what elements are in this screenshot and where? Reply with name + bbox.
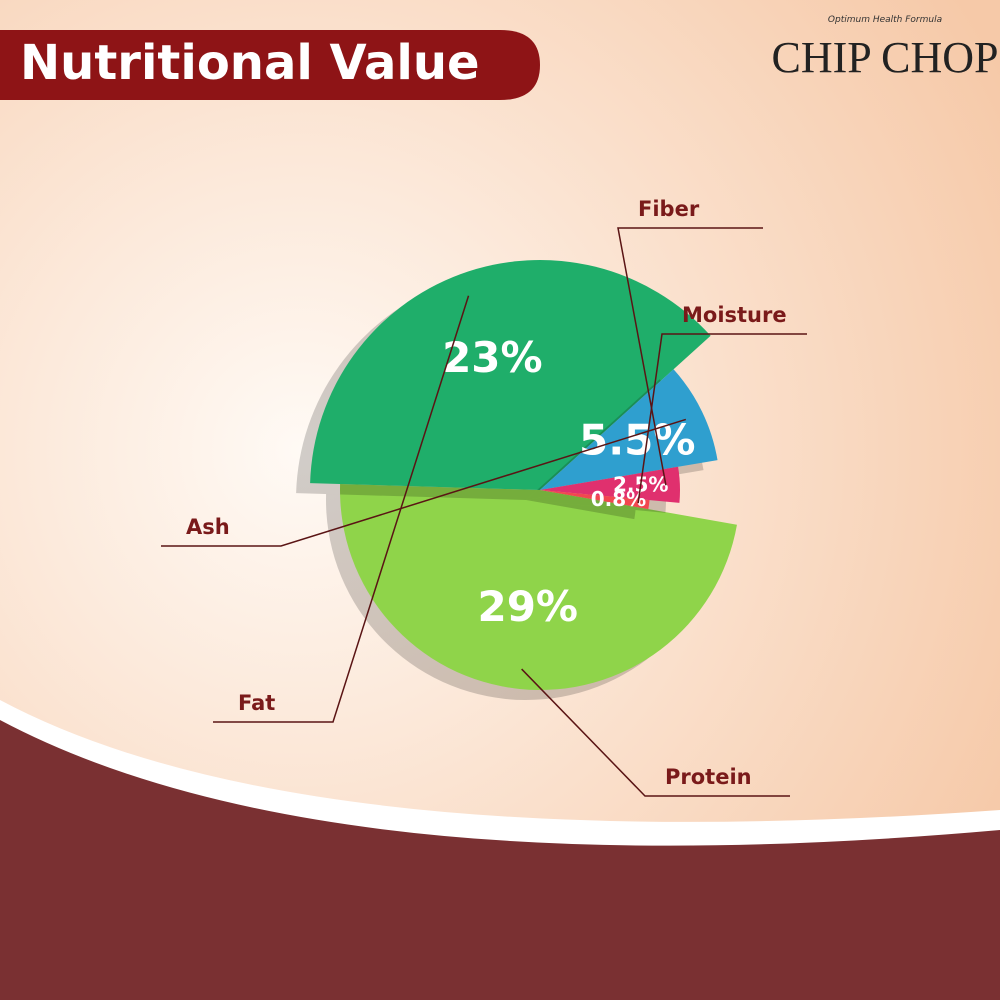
category-label: Fat [238,691,275,715]
pie-wedge [540,466,680,503]
category-label: Ash [186,515,230,539]
value-label: 0.8% [591,487,646,511]
category-label: Moisture [682,303,787,327]
leader-line [521,668,790,797]
pie-chart: 29%Protein23%Fat5.5%Ash2.5%Fiber0.8%Mois… [161,197,807,797]
pie-wedge [540,490,650,510]
pie-wedge [340,484,737,690]
value-label: 23% [442,333,543,382]
category-label: Protein [665,765,752,789]
brand-tagline: Optimum Health Formula [828,15,942,25]
wedge-shadow [526,500,636,520]
pie-wedge [310,260,711,490]
value-label: 5.5% [579,415,695,464]
leader-line [637,333,807,504]
leader-line [617,227,763,486]
brand-logo: CHIP CHOP [772,33,999,82]
title-banner [0,30,540,100]
pie-wedge [540,369,718,490]
leader-line [161,418,687,547]
leader-line [213,295,470,723]
category-label: Fiber [638,197,700,221]
chart-title: Nutritional Value [20,35,480,91]
wave-footer [0,720,1000,1000]
value-label: 29% [477,582,578,631]
